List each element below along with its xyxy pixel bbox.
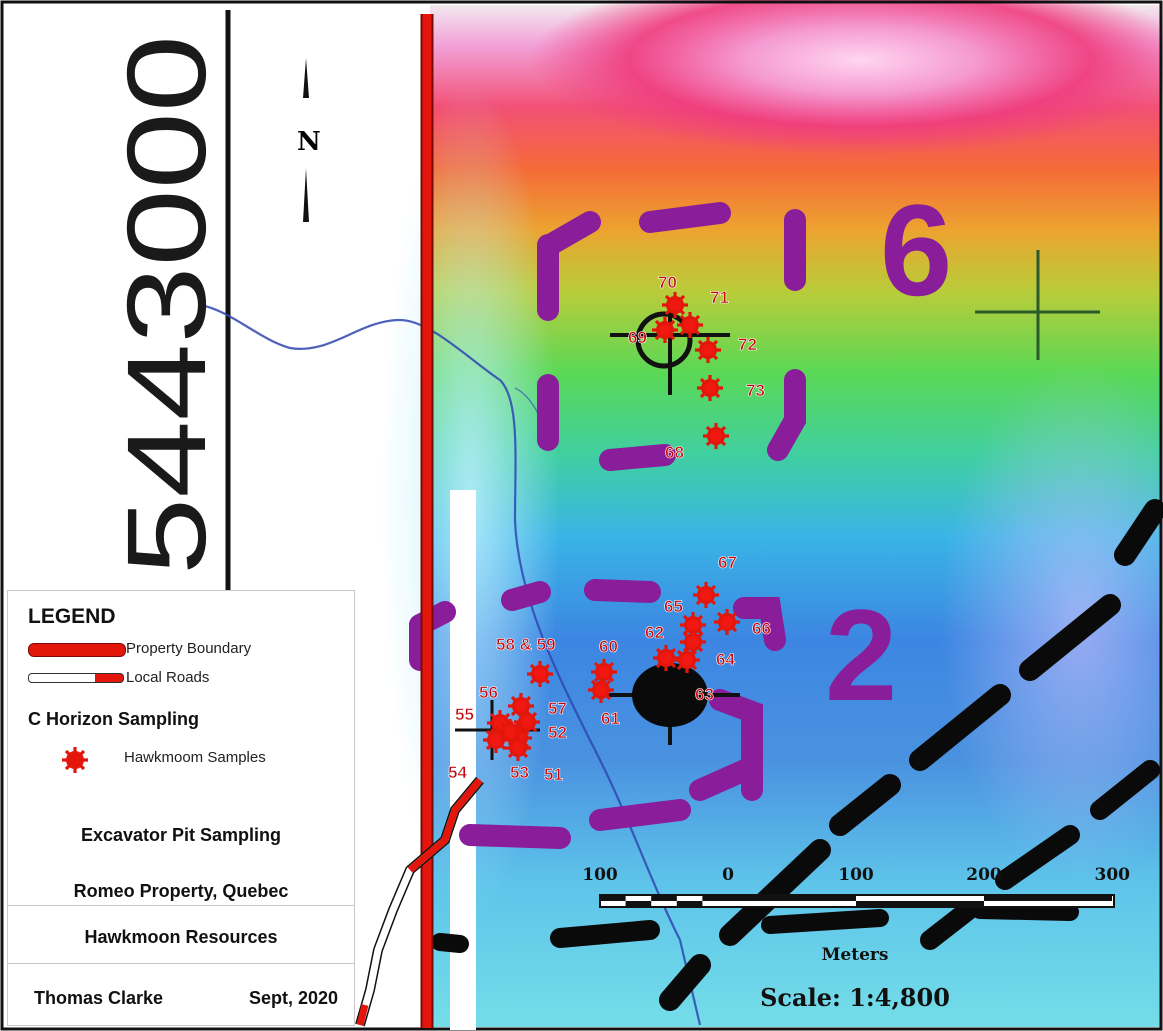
northing-label: 5443000 bbox=[104, 35, 229, 575]
legend-samples: Hawkmoom Samples bbox=[124, 749, 266, 766]
sample-label-73: 73 bbox=[746, 381, 765, 400]
scale-segment bbox=[651, 895, 677, 901]
sample-label-57: 57 bbox=[548, 699, 567, 718]
property-name: Romeo Property, Quebec bbox=[73, 881, 289, 901]
scale-segment bbox=[702, 895, 728, 901]
sample-label-65: 65 bbox=[664, 597, 683, 616]
sample-label-71: 71 bbox=[710, 288, 729, 307]
sampling-heading: C Horizon Sampling bbox=[28, 709, 199, 729]
scale-tick-label: 0 bbox=[722, 865, 734, 885]
scale-ratio-label: Scale: 1:4,800 bbox=[760, 983, 950, 1012]
sample-label-54: 54 bbox=[448, 763, 467, 782]
author-name: Thomas Clarke bbox=[34, 988, 164, 1008]
scale-tick-label: 100 bbox=[582, 865, 618, 885]
sample-label-53: 53 bbox=[510, 763, 529, 782]
scale-bar: 100 0 100 200 300 Meters Scale: 1:4,800 bbox=[582, 865, 1130, 1012]
scale-segment bbox=[984, 895, 1112, 901]
scale-tick-label: 200 bbox=[966, 865, 1002, 885]
legend-local-roads: Local Roads bbox=[126, 669, 210, 686]
divider bbox=[8, 905, 354, 906]
sample-label-64: 64 bbox=[716, 650, 735, 669]
scale-segment bbox=[856, 901, 984, 907]
zone-label-6: 6 bbox=[880, 177, 952, 323]
divider bbox=[8, 963, 354, 964]
sample-label-51: 51 bbox=[544, 765, 563, 784]
sample-label-70: 70 bbox=[658, 273, 677, 292]
sample-label-72: 72 bbox=[738, 335, 757, 354]
sample-label-56: 56 bbox=[479, 683, 498, 702]
sample-label-67: 67 bbox=[718, 553, 737, 572]
property-boundary-symbol bbox=[28, 643, 126, 657]
local-roads-symbol bbox=[28, 673, 124, 683]
zone-label-2: 2 bbox=[825, 582, 897, 728]
sample-label-52: 52 bbox=[548, 723, 567, 742]
sample-label-69: 69 bbox=[628, 328, 647, 347]
map-date: Sept, 2020 bbox=[248, 988, 338, 1008]
scale-segment bbox=[600, 895, 626, 901]
scale-tick-label: 300 bbox=[1095, 865, 1131, 885]
sample-star-icon bbox=[62, 747, 88, 773]
sample-label-55: 55 bbox=[455, 705, 474, 724]
sample-label-63: 63 bbox=[695, 685, 714, 704]
legend-panel: LEGEND Property Boundary Local Roads C H… bbox=[7, 590, 355, 1026]
north-arrow-icon bbox=[303, 58, 309, 222]
sample-label-58-59: 58 & 59 bbox=[496, 635, 556, 654]
scale-segment bbox=[728, 895, 856, 901]
north-label: N bbox=[297, 127, 321, 157]
sample-label-66: 66 bbox=[752, 619, 771, 638]
scale-unit-label: Meters bbox=[822, 945, 889, 965]
company-name: Hawkmoon Resources bbox=[84, 927, 278, 947]
legend-title: LEGEND bbox=[28, 605, 116, 628]
sample-label-62: 62 bbox=[645, 623, 664, 642]
scale-tick-label: 100 bbox=[838, 865, 874, 885]
sample-label-61: 61 bbox=[601, 709, 620, 728]
sample-label-68: 68 bbox=[665, 443, 684, 462]
project-title: Excavator Pit Sampling bbox=[80, 825, 282, 845]
legend-property-boundary: Property Boundary bbox=[126, 640, 252, 657]
scale-segment bbox=[676, 901, 703, 907]
scale-segment bbox=[625, 901, 652, 907]
sample-label-60: 60 bbox=[599, 637, 618, 656]
